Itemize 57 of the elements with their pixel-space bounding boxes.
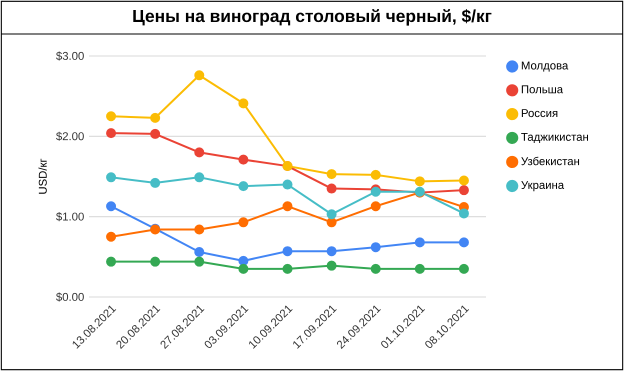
point	[282, 201, 292, 212]
point	[282, 180, 292, 190]
point	[150, 178, 160, 188]
point	[106, 172, 116, 182]
y-tick-label: $2.00	[56, 132, 84, 141]
point	[326, 184, 337, 194]
legend-label: Польша	[522, 85, 564, 94]
point	[370, 186, 381, 197]
point	[370, 170, 381, 180]
point	[370, 242, 381, 252]
y-tick-label: $1.00	[56, 212, 84, 222]
legend-label: Узбекистан	[521, 156, 580, 166]
point	[106, 232, 116, 242]
point	[370, 264, 381, 274]
point	[194, 172, 204, 182]
point	[194, 147, 204, 158]
point	[106, 256, 116, 267]
point	[238, 181, 248, 192]
point	[238, 154, 248, 165]
point	[238, 98, 248, 108]
point	[106, 128, 116, 138]
legend-label: Таджикистан	[521, 132, 588, 144]
point	[414, 237, 425, 248]
y-axis-title: USD/кг	[38, 158, 47, 194]
point	[414, 176, 425, 186]
point	[326, 217, 337, 228]
point	[106, 201, 116, 212]
point	[458, 176, 469, 186]
point	[194, 256, 204, 267]
point	[458, 208, 469, 218]
point	[194, 224, 204, 235]
point	[370, 201, 381, 212]
legend-label: Украина	[521, 181, 564, 192]
point	[458, 237, 469, 248]
point	[282, 246, 292, 256]
point	[326, 260, 337, 271]
point	[150, 128, 160, 139]
y-tick-label: $0.00	[56, 292, 84, 302]
point	[238, 256, 248, 266]
point	[414, 264, 425, 274]
point	[458, 185, 469, 196]
point	[194, 247, 204, 258]
point	[238, 264, 248, 274]
legend-label: Молдова	[522, 62, 568, 72]
point	[282, 264, 292, 274]
point	[326, 209, 337, 220]
point	[458, 264, 469, 274]
point	[106, 111, 116, 122]
chart-title: Цены на виноград столовый черный, $/кг	[133, 9, 492, 26]
point	[326, 246, 337, 256]
y-tick-label: $3.00	[56, 51, 84, 61]
legend-label: Россия	[522, 109, 558, 118]
point	[194, 70, 204, 80]
point	[238, 217, 248, 228]
point	[150, 112, 160, 123]
point	[326, 169, 337, 180]
point	[150, 256, 160, 267]
